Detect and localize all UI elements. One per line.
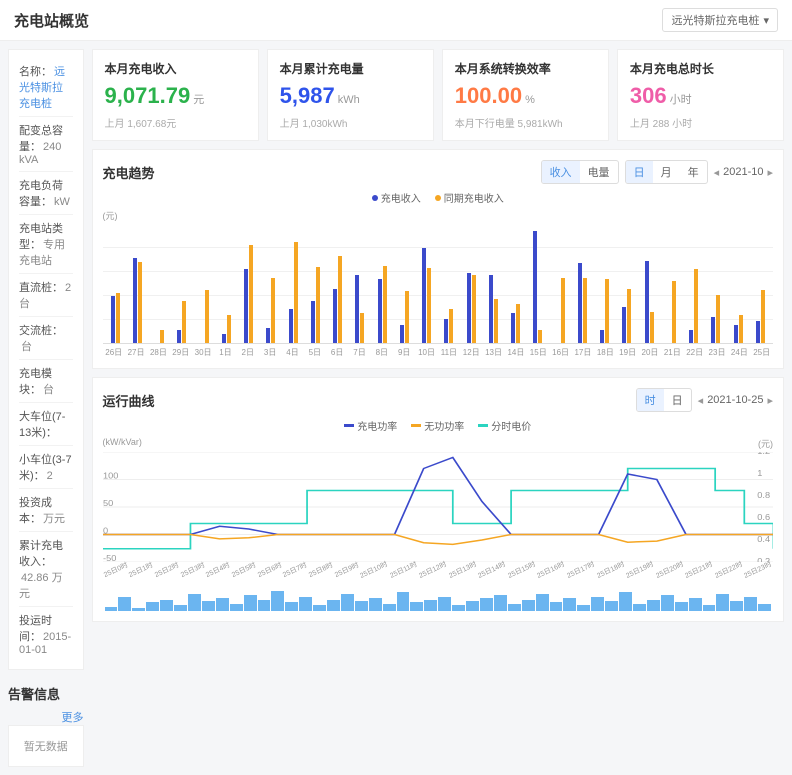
curve-title: 运行曲线 — [103, 391, 155, 410]
alarm-more-link[interactable]: 更多 — [8, 709, 84, 725]
svg-text:0.8: 0.8 — [757, 491, 770, 500]
page-title: 充电站概览 — [14, 10, 89, 31]
spec-panel: 名称：远光特斯拉充电桩配变总容量：240 kVA充电负荷容量：kW充电站类型：专… — [8, 49, 84, 670]
spec-row: 配变总容量：240 kVA — [19, 117, 73, 172]
svg-text:1.2: 1.2 — [757, 452, 770, 456]
trend-date-picker[interactable]: ◂ 2021-10 ▸ — [714, 166, 773, 179]
svg-text:50: 50 — [103, 499, 113, 508]
trend-chart — [103, 224, 773, 344]
spec-row: 小车位(3-7米)：2 — [19, 446, 73, 489]
curve-minimap[interactable] — [103, 591, 773, 611]
kpi-card: 本月充电收入9,071.79元上月 1,607.68元 — [92, 49, 259, 141]
kpi-card: 本月充电总时长306小时上月 288 小时 — [617, 49, 784, 141]
kpi-card: 本月系统转换效率100.00%本月下行电量 5,981kWh — [442, 49, 609, 141]
trend-metric-toggle[interactable]: 收入电量 — [541, 160, 619, 184]
alarm-nodata: 暂无数据 — [8, 725, 84, 767]
spec-row: 投运时间：2015-01-01 — [19, 607, 73, 661]
svg-text:150: 150 — [103, 452, 119, 453]
svg-text:1: 1 — [757, 469, 762, 478]
trend-period-toggle[interactable]: 日月年 — [625, 160, 708, 184]
chevron-right-icon[interactable]: ▸ — [767, 166, 773, 179]
trend-x-axis: 26日27日28日29日30日1日2日3日4日5日6日7日8日9日10日11日1… — [103, 347, 773, 358]
spec-row: 投资成本：万元 — [19, 489, 73, 532]
station-selector[interactable]: 远光特斯拉充电桩 ▾ — [662, 8, 778, 32]
curve-panel: 运行曲线 时日 ◂ 2021-10-25 ▸ 充电功率无功功率分时电价 (kW/… — [92, 377, 784, 622]
spec-row: 充电站类型：专用充电站 — [19, 215, 73, 274]
spec-row: 充电模块：台 — [19, 360, 73, 403]
svg-text:100: 100 — [103, 471, 119, 480]
svg-text:-50: -50 — [103, 554, 117, 562]
spec-row: 交流桩：台 — [19, 317, 73, 360]
alarm-title: 告警信息 — [8, 678, 84, 709]
kpi-card: 本月累计充电量5,987kWh上月 1,030kWh — [267, 49, 434, 141]
spec-row: 充电负荷容量：kW — [19, 172, 73, 215]
spec-row: 名称：远光特斯拉充电桩 — [19, 58, 73, 117]
trend-y-label: (元) — [103, 209, 773, 222]
curve-period-toggle[interactable]: 时日 — [636, 388, 692, 412]
curve-chart: -500501001500.20.40.60.811.2 — [103, 452, 773, 562]
curve-y-right: (元) — [758, 437, 773, 450]
curve-date-picker[interactable]: ◂ 2021-10-25 ▸ — [698, 394, 773, 407]
curve-legend: 充电功率无功功率分时电价 — [103, 418, 773, 433]
spec-row: 直流桩：2 台 — [19, 274, 73, 317]
chevron-left-icon[interactable]: ◂ — [714, 166, 720, 179]
svg-text:0.4: 0.4 — [757, 535, 770, 544]
spec-row: 累计充电收入：42.86 万元 — [19, 532, 73, 607]
chevron-right-icon[interactable]: ▸ — [767, 394, 773, 407]
trend-legend: 充电收入同期充电收入 — [103, 190, 773, 205]
curve-y-left: (kW/kVar) — [103, 437, 142, 450]
curve-x-axis: 25日0时25日1时25日2时25日3时25日4时25日5时25日6时25日7时… — [103, 565, 773, 575]
chevron-down-icon: ▾ — [763, 14, 769, 27]
svg-text:0.6: 0.6 — [757, 513, 770, 522]
alarm-panel: 告警信息 更多 暂无数据 — [8, 678, 84, 767]
trend-panel: 充电趋势 收入电量 日月年 ◂ 2021-10 ▸ 充电收入同期充电收入 (元)… — [92, 149, 784, 369]
spec-row: 大车位(7-13米)： — [19, 403, 73, 446]
chevron-left-icon[interactable]: ◂ — [698, 394, 704, 407]
trend-title: 充电趋势 — [103, 163, 155, 182]
